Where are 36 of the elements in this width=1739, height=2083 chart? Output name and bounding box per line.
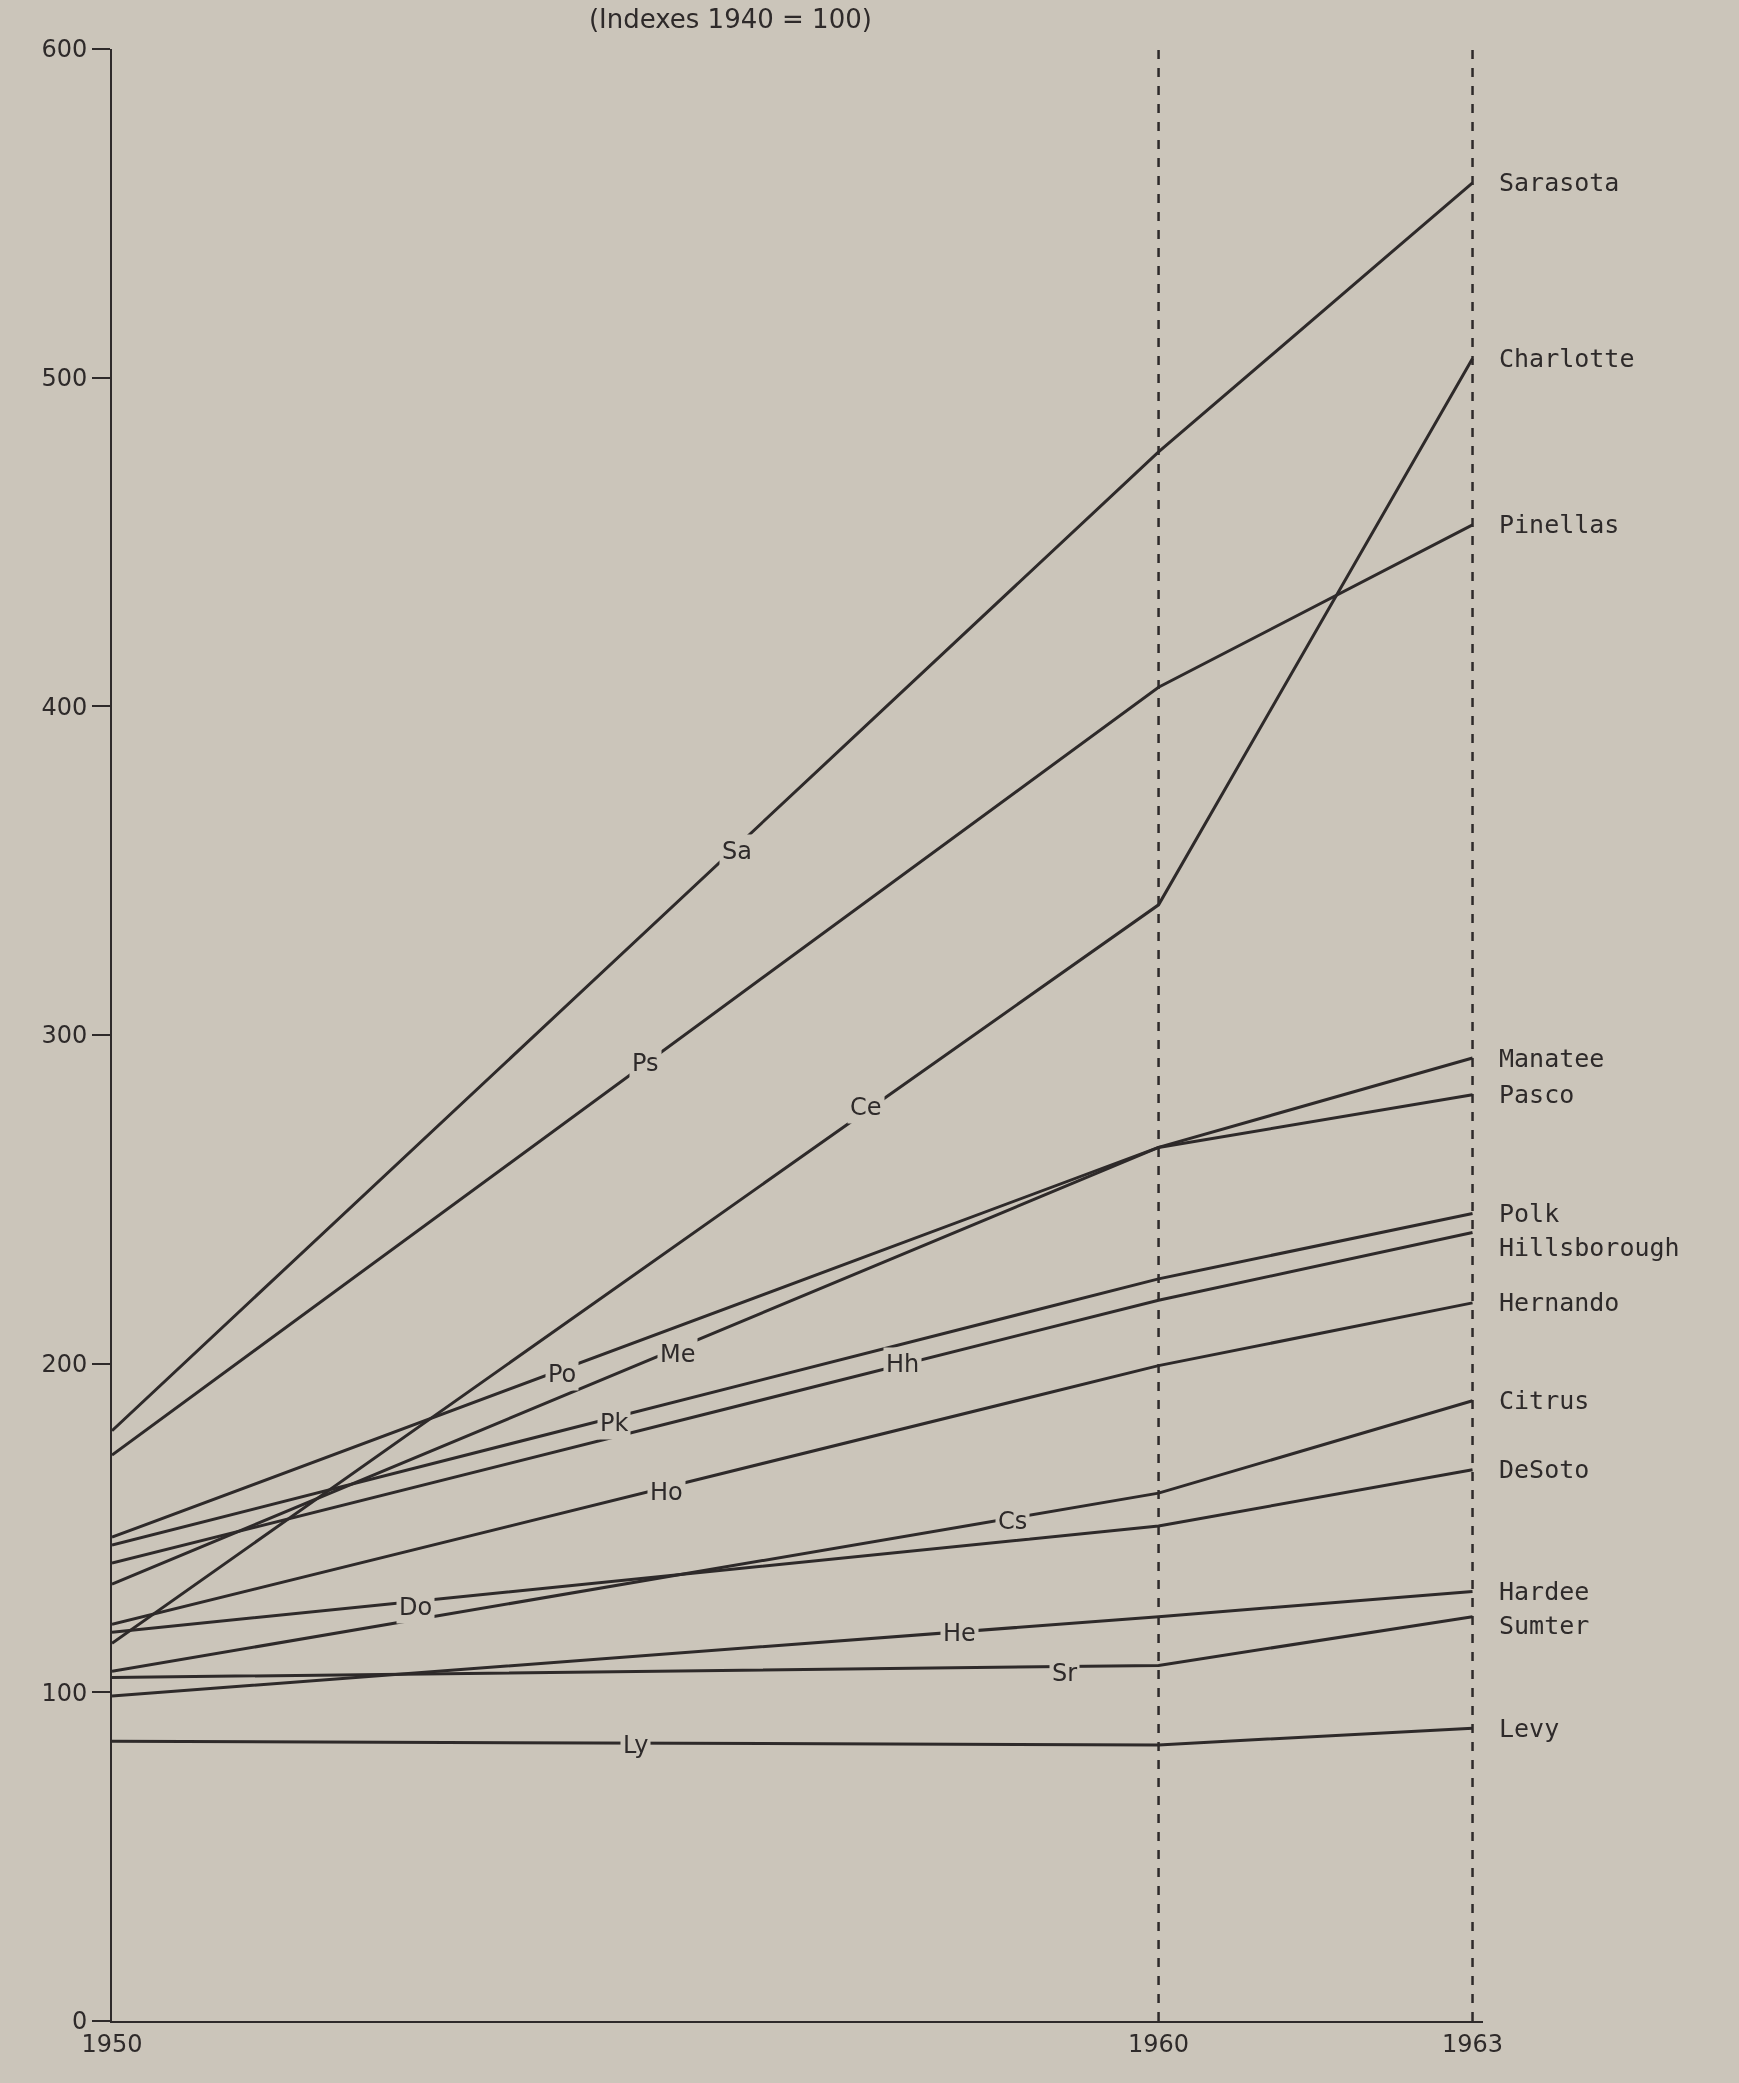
series-label: Hardee <box>1499 1577 1590 1606</box>
annotation: Ly <box>623 1731 649 1759</box>
series-label: Pasco <box>1499 1080 1575 1109</box>
series-label: Citrus <box>1499 1386 1590 1415</box>
y-tick-label: 300 <box>41 1021 88 1050</box>
annotation: Hh <box>886 1350 920 1378</box>
annotation: Ce <box>850 1093 882 1121</box>
annotation: Cs <box>998 1507 1028 1535</box>
y-tick-label: 600 <box>41 35 88 64</box>
y-tick-label: 100 <box>41 1678 88 1707</box>
series-label: Manatee <box>1499 1044 1605 1073</box>
y-tick-label: 200 <box>41 1350 88 1379</box>
annotation: He <box>943 1619 976 1647</box>
annotation: Sa <box>722 837 752 865</box>
x-tick-label: 1960 <box>1128 2029 1190 2058</box>
series-label: DeSoto <box>1499 1455 1590 1484</box>
series-label: Hillsborough <box>1499 1233 1680 1262</box>
annotation: Pk <box>600 1409 629 1437</box>
y-tick-label: 400 <box>41 692 88 721</box>
chart-title: (Indexes 1940 = 100) <box>588 4 872 35</box>
series-label: Pinellas <box>1499 510 1620 539</box>
y-tick-label: 500 <box>41 364 88 393</box>
x-tick-label: 1963 <box>1441 2029 1504 2058</box>
series-label: Sarasota <box>1499 168 1620 197</box>
series-label: Levy <box>1499 1714 1560 1743</box>
annotation: Ho <box>650 1478 683 1506</box>
annotation: Me <box>660 1340 696 1368</box>
series-label: Charlotte <box>1499 344 1635 373</box>
annotation: Sr <box>1052 1659 1078 1687</box>
series-label: Polk <box>1499 1199 1560 1228</box>
series-label: Sumter <box>1499 1611 1590 1640</box>
annotation: Po <box>548 1360 577 1388</box>
annotation: Do <box>399 1593 433 1621</box>
x-tick-label: 1950 <box>81 2029 143 2058</box>
series-label: Hernando <box>1499 1288 1620 1317</box>
annotation: Ps <box>632 1049 659 1077</box>
